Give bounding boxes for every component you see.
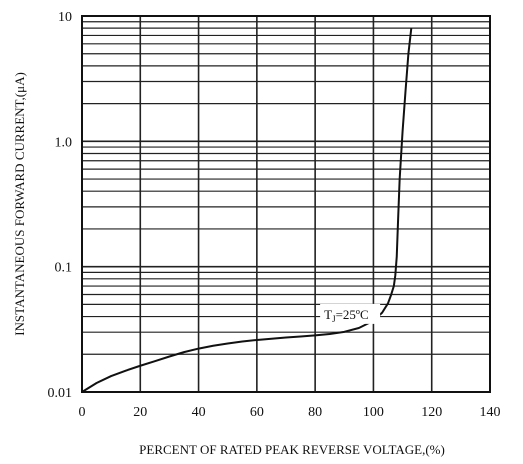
- x-tick-label: 140: [480, 405, 501, 420]
- y-tick-label: 10: [58, 10, 72, 25]
- y-axis-title: INSTANTANEOUS FORWARD CURRENT,(μA): [12, 72, 27, 336]
- y-tick-labels: 0.01 0.1 1.0 10: [48, 10, 73, 401]
- annotation-tj: TJ=25ºC: [320, 303, 381, 324]
- x-tick-label: 20: [133, 405, 147, 420]
- x-tick-label: 100: [363, 405, 384, 420]
- annotation-layer: TJ=25ºC: [320, 303, 381, 324]
- y-tick-label: 0.01: [48, 386, 73, 401]
- x-tick-label: 120: [421, 405, 442, 420]
- x-tick-labels: 0 20 40 60 80 100 120 140: [79, 405, 501, 420]
- y-tick-label: 0.1: [55, 261, 73, 276]
- x-tick-label: 80: [308, 405, 322, 420]
- annotation-box: [320, 303, 381, 324]
- grid: [81, 16, 491, 393]
- x-axis-title: PERCENT OF RATED PEAK REVERSE VOLTAGE,(%…: [139, 442, 445, 457]
- x-tick-label: 60: [250, 405, 264, 420]
- x-tick-label: 40: [192, 405, 206, 420]
- annotation-text: TJ=25ºC: [324, 307, 369, 324]
- x-tick-label: 0: [79, 405, 86, 420]
- series-line: [81, 28, 413, 393]
- series-layer: [81, 28, 413, 393]
- plot-frame: [81, 15, 491, 393]
- y-tick-label: 1.0: [55, 135, 73, 150]
